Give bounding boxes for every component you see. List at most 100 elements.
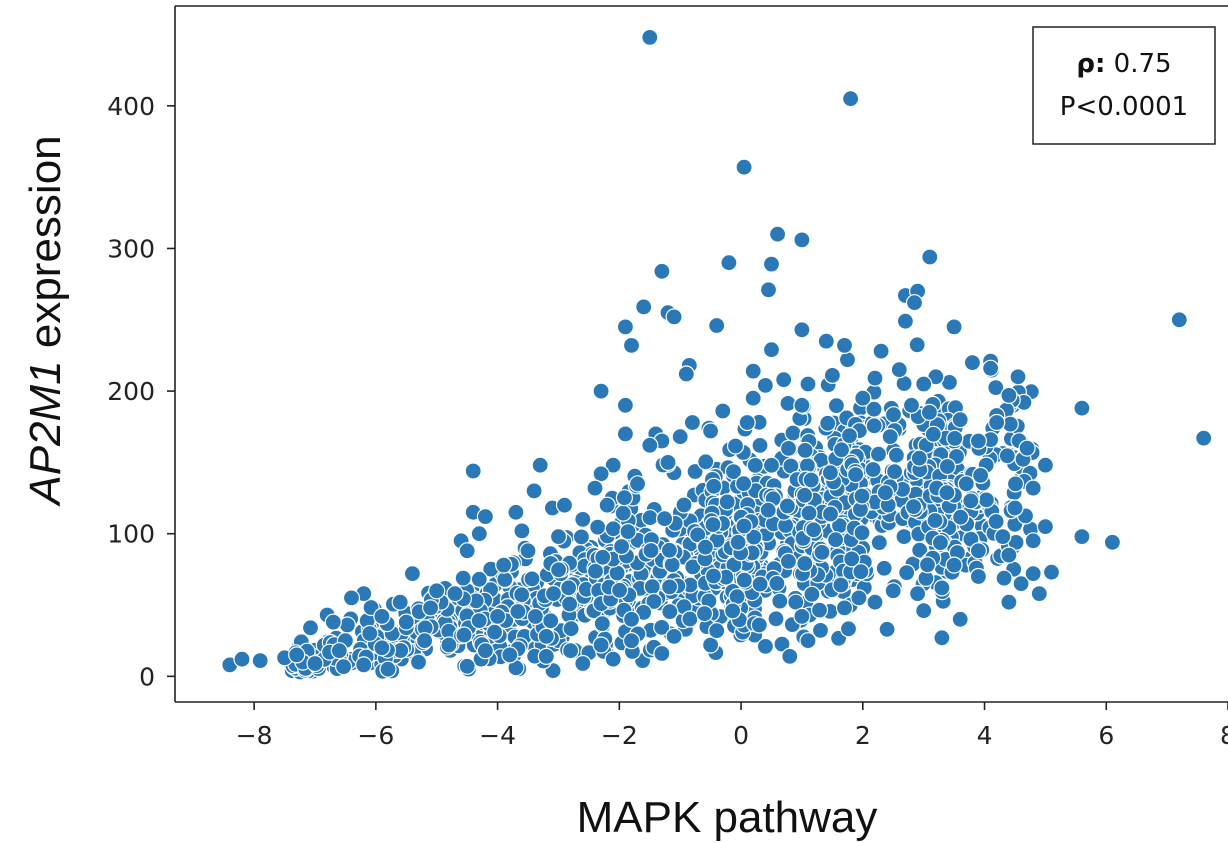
data-point: [655, 510, 674, 528]
data-point: [762, 456, 781, 474]
data-point: [969, 567, 988, 586]
data-point: [951, 610, 969, 628]
data-point: [781, 647, 799, 666]
data-point: [562, 620, 580, 638]
data-point: [592, 636, 610, 654]
y-axis-title: AP2M1 expression: [21, 135, 70, 507]
data-point: [793, 321, 811, 339]
data-point: [684, 558, 702, 576]
data-point: [827, 397, 846, 415]
data-point: [864, 460, 882, 479]
data-point: [832, 576, 850, 594]
data-point: [751, 436, 769, 454]
data-point: [458, 542, 476, 560]
data-point: [735, 571, 753, 589]
data-point: [704, 567, 723, 585]
data-point: [355, 656, 373, 674]
data-point: [409, 653, 428, 671]
data-point: [335, 657, 353, 676]
data-point: [701, 422, 720, 440]
data-point: [1073, 399, 1091, 417]
data-point: [872, 342, 890, 360]
data-point: [391, 593, 409, 611]
data-point: [773, 635, 791, 653]
data-point: [804, 521, 823, 539]
data-point: [695, 604, 714, 623]
data-point: [821, 464, 840, 482]
data-point: [458, 657, 476, 675]
data-point: [884, 406, 903, 424]
data-point: [846, 466, 865, 484]
data-point: [495, 556, 513, 574]
rho-annotation: ρ: 0.75: [1076, 49, 1171, 79]
data-point: [750, 616, 768, 634]
data-point: [735, 517, 753, 535]
data-point: [821, 505, 840, 523]
data-point: [896, 312, 915, 330]
data-point: [850, 589, 868, 607]
data-point: [660, 541, 679, 559]
data-point: [642, 541, 660, 560]
data-point: [338, 616, 356, 634]
data-point: [1042, 563, 1061, 581]
data-point: [787, 593, 805, 611]
data-point: [759, 281, 778, 299]
data-point: [604, 520, 622, 538]
data-point: [813, 543, 831, 562]
data-point: [796, 554, 814, 573]
data-point: [373, 607, 391, 626]
data-point: [1018, 439, 1036, 457]
data-point: [796, 441, 814, 459]
data-point: [549, 561, 568, 579]
y-tick-label: 400: [107, 92, 155, 121]
x-tick-label: −6: [357, 721, 394, 750]
data-point: [784, 424, 802, 442]
data-point: [686, 462, 704, 481]
data-point: [301, 619, 320, 637]
data-point: [1036, 517, 1055, 536]
data-point: [379, 660, 397, 678]
data-point: [549, 527, 568, 546]
data-point: [306, 654, 324, 673]
data-point: [823, 366, 842, 384]
data-point: [1000, 386, 1018, 404]
data-point: [795, 486, 814, 504]
data-point: [838, 351, 857, 369]
data-point: [865, 400, 883, 418]
data-point: [708, 316, 726, 335]
data-point: [616, 425, 635, 443]
x-axis-title: MAPK pathway: [577, 793, 878, 842]
data-point: [683, 413, 702, 432]
data-point: [1012, 574, 1030, 593]
data-point: [884, 582, 902, 600]
y-tick-label: 0: [139, 662, 155, 691]
legend-box: ρ: 0.75 P<0.0001: [1032, 26, 1216, 145]
data-point: [726, 437, 745, 455]
data-point: [544, 584, 563, 603]
rho-value: 0.75: [1105, 49, 1171, 79]
data-point: [971, 466, 990, 484]
data-point: [963, 354, 982, 372]
data-point: [704, 515, 722, 534]
data-point: [878, 620, 896, 638]
data-point: [875, 559, 893, 577]
data-point: [987, 512, 1005, 531]
data-point: [969, 542, 988, 560]
data-point: [729, 533, 747, 551]
rho-label: ρ:: [1076, 49, 1105, 79]
data-point: [422, 599, 440, 617]
data-point: [476, 507, 494, 526]
data-point: [403, 564, 421, 583]
data-point: [470, 570, 488, 588]
data-point: [574, 654, 592, 673]
data-point: [921, 248, 939, 266]
data-point: [839, 620, 858, 638]
data-point: [586, 562, 605, 580]
data-point: [866, 593, 884, 611]
data-point: [572, 528, 591, 546]
data-point: [677, 365, 695, 383]
data-point: [724, 463, 743, 481]
data-point: [574, 510, 592, 529]
data-point: [373, 639, 391, 657]
data-point: [542, 612, 560, 630]
